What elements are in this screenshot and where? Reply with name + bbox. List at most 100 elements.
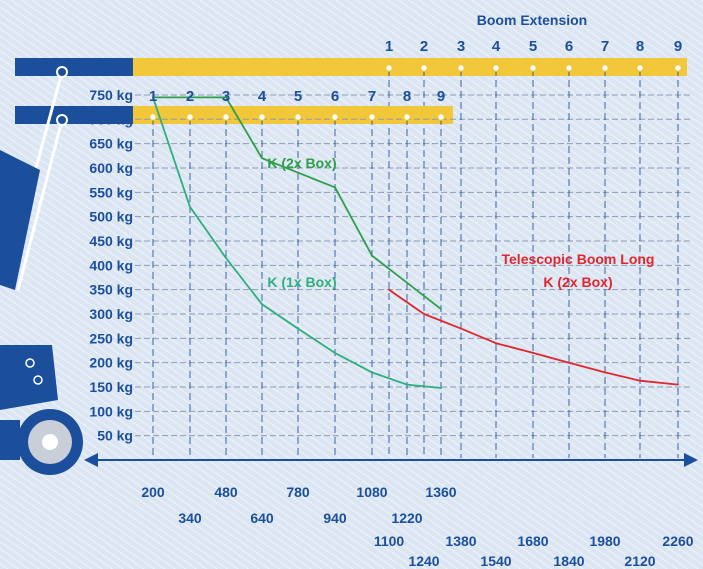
x-tick-label: 1380 [445, 533, 476, 549]
y-tick-label: 550 kg [89, 184, 133, 200]
x-axis-arrow-left [84, 453, 98, 467]
series-point [225, 257, 227, 259]
x-tick-label: 1100 [374, 533, 405, 549]
telehandler-illustration [0, 66, 83, 475]
y-tick-label: 700 kg [89, 111, 133, 127]
y-tick-label: 150 kg [89, 379, 133, 395]
long-boom-marker [565, 64, 573, 72]
x-tick-label: 200 [141, 484, 165, 500]
y-tick-label: 100 kg [89, 403, 133, 419]
x-tick-label: 2260 [662, 533, 693, 549]
long-boom-label: 8 [636, 38, 644, 55]
series-point [423, 313, 425, 315]
series-point [297, 327, 299, 330]
long-boom-marker [674, 64, 682, 72]
boom-long-bar-blue [15, 58, 133, 76]
x-tick-label: 1360 [425, 484, 456, 500]
annotation-red-k-2x-box: K (2x Box) [543, 274, 612, 290]
y-tick-label: 350 kg [89, 282, 133, 298]
y-tick-label: 750 kg [89, 87, 133, 103]
chart-grid [84, 64, 698, 467]
x-tick-label: 480 [214, 484, 238, 500]
short-boom-label: 1 [149, 88, 157, 105]
y-tick-label: 450 kg [89, 233, 133, 249]
x-tick-label: 1840 [553, 553, 584, 569]
x-tick-label: 1680 [517, 533, 548, 549]
series-point [261, 303, 263, 306]
series-point [440, 308, 442, 311]
x-axis-arrow-right [684, 453, 698, 467]
series-layer [152, 96, 679, 389]
series-point [225, 96, 227, 99]
long-boom-marker [601, 64, 609, 72]
long-boom-marker [492, 64, 500, 72]
x-tick-label: 780 [286, 484, 310, 500]
boom-short-bar-blue [15, 106, 133, 124]
short-boom-marker [186, 113, 194, 121]
long-boom-marker [385, 64, 393, 72]
long-boom-label: 9 [674, 38, 682, 55]
chart-title: Boom Extension [477, 12, 587, 28]
series-point [152, 96, 154, 99]
x-tick-label: 2120 [624, 553, 655, 569]
short-boom-marker [149, 113, 157, 121]
long-boom-marker [636, 64, 644, 72]
series-point [334, 186, 336, 189]
x-tick-label: 1080 [356, 484, 387, 500]
series-point [371, 371, 373, 374]
x-tick-label: 640 [250, 510, 274, 526]
long-boom-label: 6 [565, 38, 573, 55]
series-line-0 [153, 96, 442, 310]
series-point [639, 379, 641, 382]
x-tick-label: 1220 [391, 510, 422, 526]
series-point [406, 383, 408, 386]
annotation-telescopic-boom-long: Telescopic Boom Long [502, 251, 655, 267]
y-tick-label: 500 kg [89, 209, 133, 225]
x-tick-label: 1980 [589, 533, 620, 549]
long-boom-label: 2 [420, 38, 428, 55]
short-boom-label: 7 [368, 88, 376, 105]
short-boom-marker [294, 113, 302, 121]
x-tick-label: 940 [323, 510, 347, 526]
series-point [334, 352, 336, 354]
series-point [532, 352, 534, 354]
y-tick-label: 250 kg [89, 330, 133, 346]
boom-long-bar-yellow [133, 58, 687, 76]
short-boom-label: 6 [331, 88, 339, 105]
short-boom-marker [437, 113, 445, 121]
long-boom-label: 1 [385, 38, 393, 55]
annotation-k-2x-box: K (2x Box) [267, 155, 336, 171]
long-boom-label: 7 [601, 38, 609, 55]
short-boom-marker [331, 113, 339, 121]
short-boom-label: 8 [403, 88, 411, 105]
series-point [677, 383, 679, 386]
series-point [460, 327, 462, 330]
long-boom-label: 4 [492, 38, 501, 55]
x-tick-label: 340 [178, 510, 202, 526]
series-point [189, 206, 191, 208]
y-tick-label: 400 kg [89, 257, 133, 273]
x-tick-label: 1240 [408, 553, 439, 569]
y-tick-label: 200 kg [89, 355, 133, 371]
series-point [495, 342, 497, 345]
short-boom-marker [258, 113, 266, 121]
series-point [604, 371, 606, 374]
long-boom-label: 3 [457, 38, 465, 55]
short-boom-label: 5 [294, 88, 302, 105]
x-tick-label: 1540 [480, 553, 511, 569]
long-boom-marker [457, 64, 465, 72]
series-point [388, 288, 390, 291]
series-point [261, 157, 263, 160]
annotation-k-1x-box: K (1x Box) [267, 274, 336, 290]
long-boom-label: 5 [529, 38, 537, 55]
short-boom-label: 9 [437, 88, 445, 105]
y-tick-label: 650 kg [89, 136, 133, 152]
long-boom-marker [529, 64, 537, 72]
series-point [568, 361, 570, 364]
short-boom-label: 3 [222, 88, 230, 105]
y-tick-label: 300 kg [89, 306, 133, 322]
long-boom-marker [420, 64, 428, 72]
